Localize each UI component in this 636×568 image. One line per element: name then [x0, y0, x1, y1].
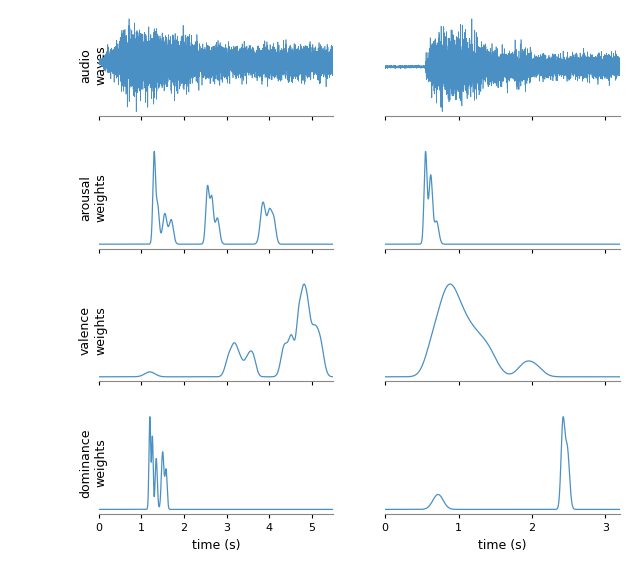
Y-axis label: dominance
weights: dominance weights: [79, 428, 107, 498]
Y-axis label: arousal
weights: arousal weights: [79, 173, 107, 222]
Y-axis label: audio
waves: audio waves: [79, 45, 107, 85]
X-axis label: time (s): time (s): [478, 538, 527, 552]
X-axis label: time (s): time (s): [192, 538, 240, 552]
Y-axis label: valence
weights: valence weights: [79, 306, 107, 355]
